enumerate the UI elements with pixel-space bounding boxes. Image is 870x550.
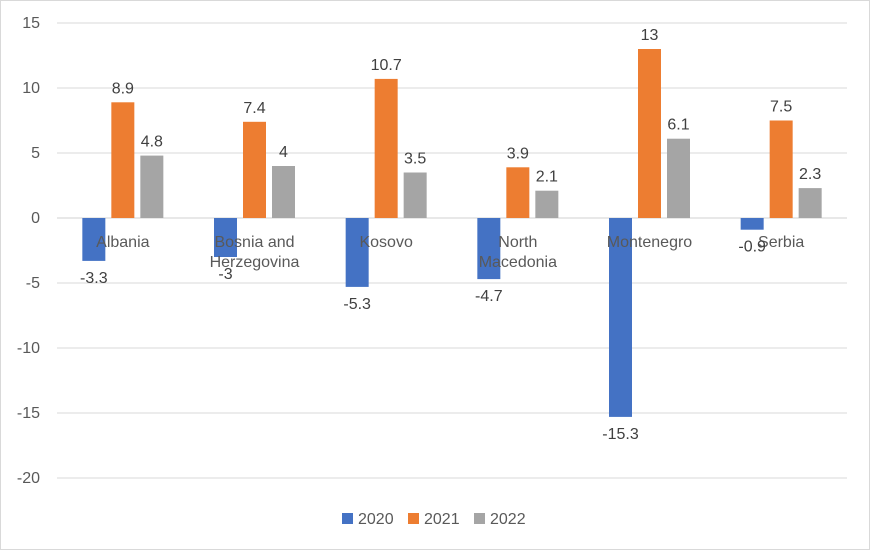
y-tick-label: -20	[17, 470, 40, 487]
bar-2021-3	[506, 167, 530, 218]
bar-2021-5	[769, 120, 793, 218]
y-tick-label: -10	[17, 340, 40, 357]
legend-label-2020: 2020	[358, 511, 394, 528]
category-label-3: North Macedonia	[479, 234, 557, 271]
bar-2020-0	[82, 218, 106, 261]
data-label-2022-5: 2.3	[799, 166, 821, 183]
data-label-2020-4: -15.3	[602, 426, 639, 443]
legend-swatch-2021	[408, 513, 419, 524]
data-label-2021-0: 8.9	[112, 80, 134, 97]
y-tick-label: 0	[31, 210, 40, 227]
data-label-2021-2: 10.7	[371, 57, 402, 74]
y-tick-label: -5	[26, 275, 40, 292]
category-label-5: Serbia	[758, 234, 804, 251]
category-label-line: Herzegovina	[210, 254, 300, 271]
category-label-line: North	[498, 234, 537, 251]
y-tick-label: -15	[17, 405, 40, 422]
category-label-2: Kosovo	[359, 234, 412, 251]
bar-2022-3	[535, 190, 559, 218]
data-label-2020-5: -0.9	[738, 239, 766, 256]
bar-2020-4	[609, 218, 632, 417]
data-label-2022-0: 4.8	[141, 134, 163, 151]
y-tick-label: 15	[22, 15, 40, 32]
y-axis-tick-labels: 15 10 5 0 -5 -10 -15 -20	[17, 15, 40, 487]
category-label-line: Kosovo	[359, 234, 412, 251]
bar-2021-4	[638, 49, 661, 218]
legend-swatch-2020	[342, 513, 353, 524]
category-labels: Albania Bosnia and Herzegovina Kosovo North M…	[96, 234, 804, 271]
bar-2021-1	[243, 121, 266, 218]
category-label-4: Montenegro	[607, 234, 692, 251]
data-label-2020-3: -4.7	[475, 288, 503, 305]
y-tick-label: 10	[22, 80, 40, 97]
data-label-2022-1: 4	[279, 144, 288, 161]
legend-label-2022: 2022	[490, 511, 526, 528]
data-label-2021-4: 13	[641, 27, 659, 44]
category-label-line: Macedonia	[479, 254, 557, 271]
category-label-line: Bosnia and	[214, 234, 294, 251]
bar-2022-4	[667, 138, 690, 218]
category-label-line: Montenegro	[607, 234, 692, 251]
bar-2022-2	[403, 172, 427, 218]
bar-2020-1	[214, 218, 237, 257]
data-label-2021-5: 7.5	[770, 99, 792, 116]
bar-2020-2	[345, 218, 369, 287]
y-tick-label: 5	[31, 145, 40, 162]
bar-2021-2	[374, 78, 398, 219]
data-label-2022-2: 3.5	[404, 151, 426, 168]
bar-2020-5	[740, 218, 764, 230]
data-labels: -3.3 -3 -5.3 -4.7 -15.3 -0.9 8.9 7.4 10.7 3.9 13 7.…	[80, 27, 821, 443]
legend: 2020 2021 2022	[342, 511, 526, 528]
data-label-2022-3: 2.1	[536, 169, 558, 186]
data-label-2022-4: 6.1	[667, 117, 689, 134]
data-label-2021-3: 3.9	[507, 145, 529, 162]
category-label-0: Albania	[96, 234, 149, 251]
bars	[82, 49, 822, 417]
bar-2022-5	[798, 188, 822, 218]
category-label-1: Bosnia and Herzegovina	[210, 234, 300, 271]
data-label-2020-1: -3	[218, 266, 232, 283]
data-label-2021-1: 7.4	[243, 100, 265, 117]
bar-2022-1	[272, 166, 295, 218]
legend-swatch-2022	[474, 513, 485, 524]
category-label-line: Albania	[96, 234, 149, 251]
legend-label-2021: 2021	[424, 511, 460, 528]
data-label-2020-0: -3.3	[80, 270, 108, 287]
bar-2022-0	[140, 155, 164, 218]
gridlines	[57, 22, 847, 479]
data-label-2020-2: -5.3	[343, 296, 371, 313]
category-label-line: Serbia	[758, 234, 804, 251]
bar-2021-0	[111, 102, 135, 218]
bar-2020-3	[477, 218, 501, 280]
